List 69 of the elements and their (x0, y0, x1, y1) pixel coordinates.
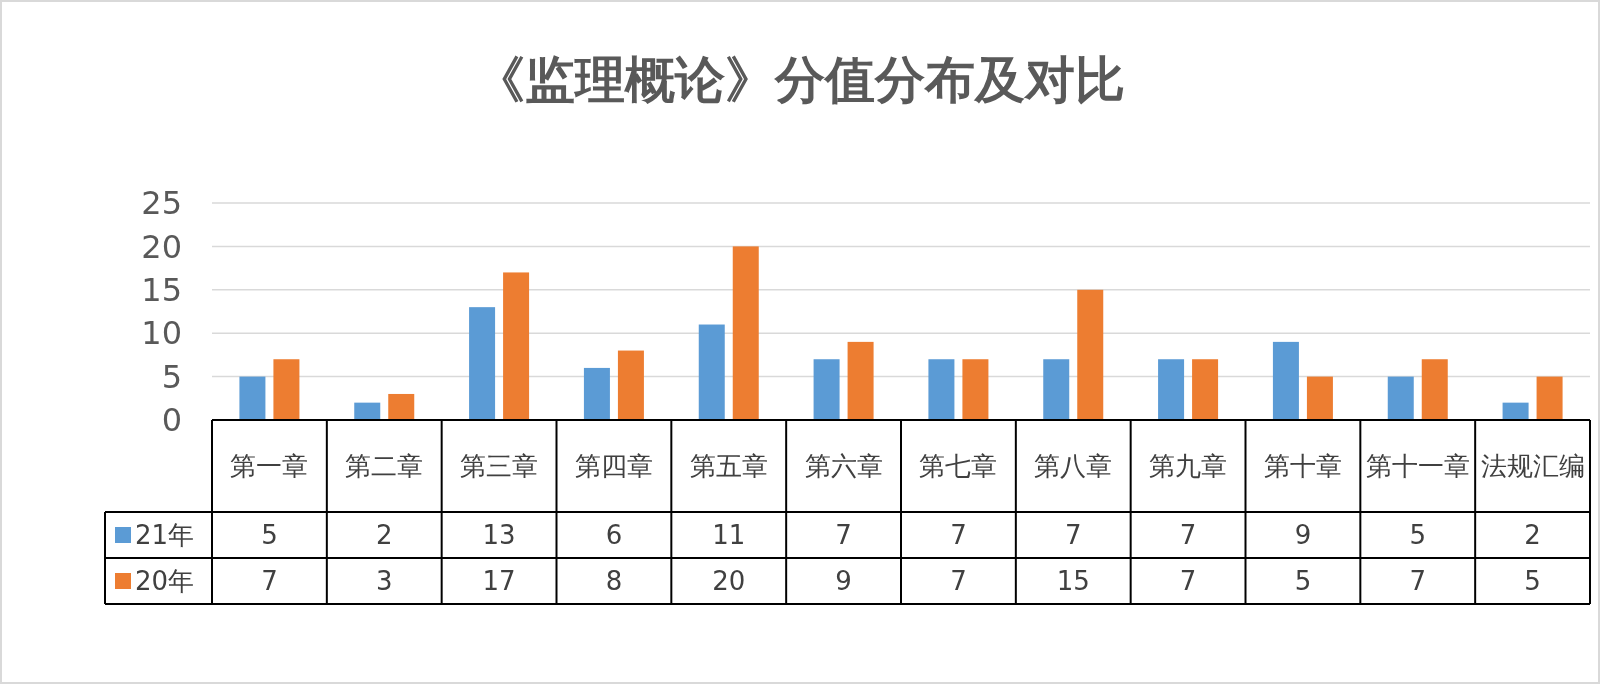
bar (698, 324, 725, 420)
data-label: 7 (1179, 520, 1197, 551)
data-label: 2 (375, 520, 393, 551)
data-label: 7 (1179, 566, 1197, 597)
data-label: 9 (1294, 520, 1312, 551)
data-label: 8 (605, 566, 623, 597)
data-label: 15 (1056, 566, 1090, 597)
x-tick-label: 第十一章 (1365, 451, 1470, 482)
bar (1192, 359, 1219, 420)
data-label: 5 (1524, 566, 1541, 597)
bar (469, 307, 496, 420)
bar (813, 359, 840, 420)
data-label: 7 (1064, 520, 1082, 551)
data-label: 7 (1409, 566, 1427, 597)
data-label: 5 (261, 520, 278, 551)
y-tick-label: 15 (141, 271, 182, 309)
data-label: 5 (1409, 520, 1427, 551)
bar (962, 359, 989, 420)
bar (388, 393, 415, 420)
x-tick-label: 第六章 (804, 451, 883, 482)
x-tick-label: 法规汇编 (1480, 451, 1585, 482)
data-label: 7 (950, 566, 967, 597)
x-tick-label: 第五章 (689, 451, 768, 482)
data-label: 9 (835, 566, 852, 597)
bar (1272, 341, 1299, 420)
bar (1158, 359, 1185, 420)
y-tick-label: 5 (161, 357, 182, 396)
bar (732, 246, 759, 420)
y-tick-label: 10 (141, 314, 182, 353)
data-label: 13 (482, 520, 516, 551)
bar (847, 341, 874, 420)
data-label: 7 (950, 520, 967, 551)
bar (1421, 359, 1448, 420)
bar (1387, 376, 1414, 420)
legend-label: 21年 (135, 520, 195, 551)
x-tick-label: 第四章 (574, 451, 653, 482)
data-label: 11 (712, 520, 746, 551)
x-tick-label: 第十章 (1263, 451, 1342, 482)
legend-label: 20年 (135, 566, 195, 597)
bar (928, 359, 955, 420)
x-tick-label: 第一章 (230, 451, 309, 482)
bar (617, 350, 644, 420)
y-tick-label: 25 (141, 184, 182, 223)
data-label: 6 (605, 520, 623, 551)
bar (583, 367, 610, 420)
bar (354, 402, 381, 420)
x-tick-label: 第三章 (460, 451, 539, 482)
x-tick-label: 第九章 (1149, 451, 1228, 482)
bar (1306, 376, 1333, 420)
data-label: 7 (261, 566, 278, 597)
x-tick-label: 第七章 (919, 451, 998, 482)
bar (1043, 359, 1070, 420)
x-tick-label: 第二章 (345, 451, 424, 482)
data-label: 7 (835, 520, 852, 551)
chart-title: 《监理概论》分值分布及对比 (475, 51, 1125, 109)
y-tick-label: 0 (161, 401, 182, 440)
bar (1502, 402, 1529, 420)
data-label: 20 (712, 566, 746, 597)
bar (1536, 376, 1563, 420)
bar (239, 376, 266, 420)
data-label: 2 (1524, 520, 1541, 551)
data-label: 17 (482, 566, 516, 597)
data-label: 3 (375, 566, 393, 597)
bar (503, 272, 530, 420)
data-label: 5 (1294, 566, 1312, 597)
y-tick-label: 20 (141, 227, 182, 266)
bar (1077, 289, 1104, 420)
x-tick-label: 第八章 (1034, 451, 1113, 482)
bar (273, 359, 300, 420)
